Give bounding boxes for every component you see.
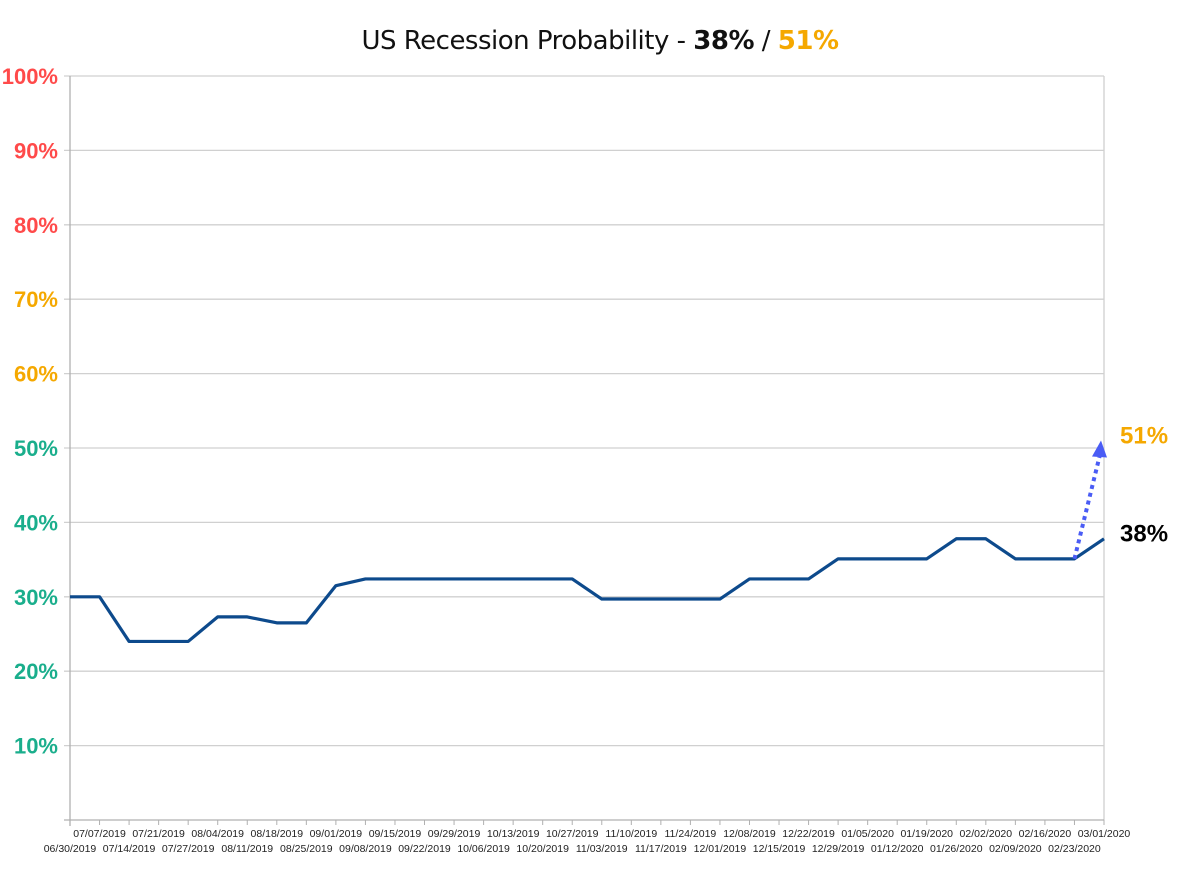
x-tick-label: 11/03/2019 [576,843,628,855]
series-line [70,537,1105,644]
x-tick-label: 01/26/2020 [930,843,983,855]
x-tick-label: 02/16/2020 [1019,828,1072,840]
x-tick-label: 06/30/2019 [44,843,97,855]
y-tick-label: 20% [14,659,58,684]
title-separator: / [754,26,778,56]
x-tick-label: 08/18/2019 [251,828,304,840]
x-tick-label: 08/25/2019 [280,843,333,855]
x-tick-label: 11/24/2019 [665,828,717,840]
current-value-label: 38% [1120,520,1168,547]
x-tick-label: 09/01/2019 [310,828,363,840]
y-tick-label: 40% [14,510,58,535]
x-tick-label: 11/17/2019 [635,843,687,855]
projection-arrow-head [1092,440,1107,458]
x-tick-label: 07/07/2019 [73,828,126,840]
y-tick-label: 60% [14,362,58,387]
y-tick-label: 30% [14,585,58,610]
x-tick-label: 10/06/2019 [457,843,510,855]
y-tick-label: 80% [14,213,58,238]
projection-arrow-shaft [1072,454,1102,560]
x-tick-label: 07/27/2019 [162,843,215,855]
x-tick-label: 10/20/2019 [516,843,569,855]
y-tick-label: 70% [14,287,58,312]
x-tick-label: 12/22/2019 [782,828,835,840]
x-tick-label: 12/08/2019 [723,828,776,840]
x-tick-label: 02/02/2020 [960,828,1013,840]
x-tick-label: 08/11/2019 [221,843,273,855]
x-tick-label: 03/01/2020 [1078,828,1131,840]
x-tick-label: 12/01/2019 [694,843,747,855]
y-tick-label: 100% [2,64,58,89]
title-projected: 51% [777,26,839,56]
x-tick-label: 02/23/2020 [1048,843,1101,855]
x-tick-label: 09/08/2019 [339,843,392,855]
x-tick-label: 07/21/2019 [132,828,185,840]
y-tick-label: 90% [14,138,58,163]
x-tick-label: 09/22/2019 [398,843,451,855]
chart-title: US Recession Probability - 38% / 51% [0,26,1200,56]
x-tick-label: 01/12/2020 [871,843,924,855]
x-tick-label: 09/15/2019 [369,828,422,840]
x-tick-label: 07/14/2019 [103,843,156,855]
x-tick-label: 10/27/2019 [546,828,599,840]
y-tick-label: 10% [14,734,58,759]
title-current: 38% [693,26,754,56]
x-tick-label: 12/29/2019 [812,843,865,855]
x-tick-label: 02/09/2020 [989,843,1042,855]
x-tick-label: 08/04/2019 [191,828,244,840]
x-tick-label: 11/10/2019 [605,828,657,840]
x-tick-label: 09/29/2019 [428,828,481,840]
x-tick-label: 01/19/2020 [900,828,953,840]
projected-value-label: 51% [1120,423,1168,450]
x-tick-label: 12/15/2019 [753,843,806,855]
x-tick-label: 01/05/2020 [841,828,894,840]
y-tick-label: 50% [14,436,58,461]
title-prefix: US Recession Probability - [361,26,694,56]
x-tick-label: 10/13/2019 [487,828,540,840]
